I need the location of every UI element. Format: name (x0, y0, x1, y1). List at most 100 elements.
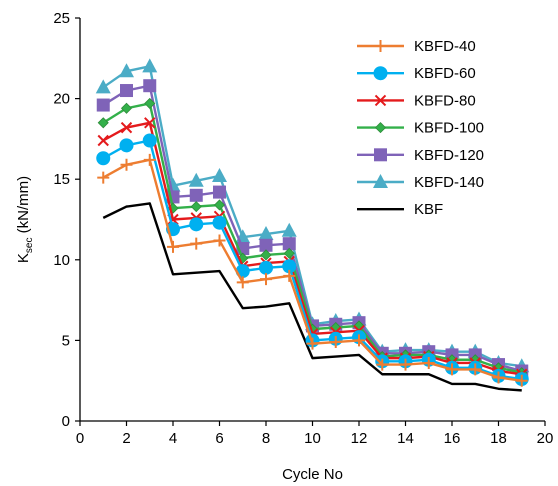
x-tick-label: 6 (215, 430, 223, 447)
legend-label: KBFD-40 (414, 38, 476, 55)
legend-label: KBFD-120 (414, 147, 484, 164)
data-point (259, 260, 273, 275)
x-tick-label: 0 (76, 430, 84, 447)
y-axis-title: Ksec (kN/mm) (15, 176, 35, 263)
data-point (167, 240, 179, 253)
data-point (212, 215, 227, 230)
data-point (306, 337, 319, 350)
data-point (236, 276, 249, 289)
data-point (96, 98, 110, 112)
legend-label: KBF (414, 201, 443, 218)
series-kbf (102, 202, 522, 392)
series-layer (95, 58, 530, 392)
legend-swatch-marker (374, 122, 387, 134)
data-point (119, 63, 134, 78)
legend-item: KBFD-60 (357, 65, 476, 82)
data-point (143, 153, 156, 166)
data-point (515, 374, 528, 387)
data-point (189, 188, 203, 202)
data-point (492, 371, 505, 384)
legend-item: KBFD-80 (357, 92, 476, 109)
data-point (213, 234, 226, 247)
data-point (258, 226, 274, 241)
data-point (95, 79, 111, 94)
axis-ticks: 0 2 4 6 8 10 12 14 16 18 20 0 5 10 15 20 25 (53, 10, 553, 447)
y-tick-label: 10 (53, 252, 70, 269)
y-tick-label: 15 (53, 171, 70, 188)
data-point (96, 151, 111, 166)
legend-item: KBFD-40 (357, 38, 476, 55)
data-point (260, 249, 272, 261)
data-point (188, 172, 204, 187)
x-tick-label: 4 (169, 430, 177, 447)
data-point (213, 185, 226, 199)
data-point (399, 358, 412, 371)
legend-swatch-marker (374, 148, 387, 162)
y-tick-label: 0 (62, 413, 70, 430)
legend-item: KBF (357, 201, 443, 218)
data-point (259, 238, 273, 252)
x-tick-label: 12 (351, 430, 368, 447)
x-tick-label: 18 (490, 430, 507, 447)
x-tick-label: 14 (397, 430, 414, 447)
series-kbfd-40 (97, 153, 528, 387)
data-point (213, 199, 226, 211)
data-point (212, 167, 227, 182)
data-point (120, 102, 133, 114)
data-point (189, 217, 204, 232)
data-point (190, 237, 203, 250)
data-point (283, 247, 295, 259)
data-point (353, 334, 365, 347)
data-point (282, 259, 297, 274)
y-tick-label: 25 (53, 10, 70, 27)
data-point (144, 117, 156, 129)
legend-item: KBFD-100 (357, 120, 484, 137)
data-point (190, 201, 202, 213)
x-tick-label: 2 (122, 430, 130, 447)
plot-area: 0 2 4 6 8 10 12 14 16 18 20 0 5 10 15 20 25 (53, 10, 553, 447)
data-point (446, 363, 458, 376)
legend-swatch-marker (373, 66, 388, 81)
legend-label: KBFD-80 (414, 92, 476, 109)
legend-swatch-marker (374, 40, 387, 52)
legend: KBFD-40 KBFD-60 KBFD-80 KBFD-100 KBFD-120 KBF… (357, 38, 484, 218)
data-point (142, 133, 157, 148)
series-line (102, 202, 522, 392)
legend-item: KBFD-140 (357, 174, 484, 191)
x-tick-label: 10 (304, 430, 321, 447)
data-point (282, 237, 296, 251)
data-point (120, 84, 133, 98)
x-axis-title: Cycle No (282, 466, 343, 483)
y-axis-title-main: K (15, 253, 32, 263)
data-point (283, 269, 296, 282)
data-point (469, 363, 482, 376)
data-point (281, 222, 297, 237)
data-point (143, 79, 157, 93)
data-point (144, 97, 156, 110)
legend-swatch-marker (374, 94, 387, 107)
legend-item: KBFD-120 (357, 147, 484, 164)
legend-swatch-marker (373, 174, 388, 188)
x-tick-label: 16 (444, 430, 461, 447)
data-point (260, 273, 272, 286)
data-point (97, 171, 110, 184)
data-point (329, 336, 342, 349)
y-axis-title-sub: sec (24, 238, 35, 254)
x-tick-label: 20 (537, 430, 554, 447)
data-point (120, 158, 133, 171)
data-point (120, 121, 133, 134)
data-point (97, 134, 109, 147)
y-tick-label: 5 (62, 332, 70, 349)
data-point (422, 356, 435, 369)
data-point (142, 58, 158, 73)
y-tick-label: 20 (53, 91, 70, 108)
data-point (376, 358, 389, 371)
legend-label: KBFD-60 (414, 65, 476, 82)
x-tick-label: 8 (262, 430, 270, 447)
data-point (97, 117, 109, 129)
legend-label: KBFD-140 (414, 174, 484, 191)
data-point (119, 138, 134, 153)
legend-label: KBFD-100 (414, 120, 484, 137)
y-axis-title-unit: (kN/mm) (15, 176, 32, 238)
